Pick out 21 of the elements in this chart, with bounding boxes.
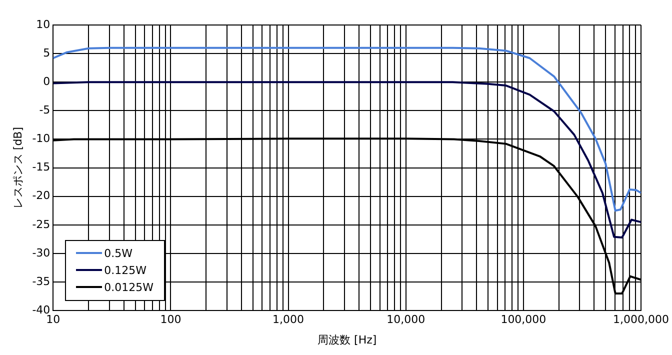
y-tick-label: -20 xyxy=(32,189,50,202)
legend-label: 0.0125W xyxy=(104,280,154,294)
x-tick-label: 1,000 xyxy=(272,313,304,326)
y-tick-label: -5 xyxy=(39,104,50,117)
x-axis-title: 周波数 [Hz] xyxy=(318,333,377,346)
x-tick-label: 1,000,000 xyxy=(613,313,669,326)
y-tick-label: -40 xyxy=(32,303,50,316)
y-tick-label: -25 xyxy=(32,218,50,231)
legend-label: 0.5W xyxy=(104,246,133,260)
legend-label: 0.125W xyxy=(104,264,147,277)
y-tick-label: 5 xyxy=(43,46,50,60)
y-tick-label: -35 xyxy=(32,274,50,288)
y-axis-title: レスポンス [dB] xyxy=(11,126,24,209)
y-tick-label: 10 xyxy=(36,18,50,31)
y-tick-label: -15 xyxy=(32,160,50,174)
y-tick-label: 0 xyxy=(43,74,50,88)
y-tick-label: -10 xyxy=(32,132,50,146)
y-tick-label: -30 xyxy=(32,246,50,260)
x-tick-label: 10,000 xyxy=(386,313,426,326)
x-tick-label: 100,000 xyxy=(500,313,546,326)
x-tick-label: 100 xyxy=(160,313,182,326)
